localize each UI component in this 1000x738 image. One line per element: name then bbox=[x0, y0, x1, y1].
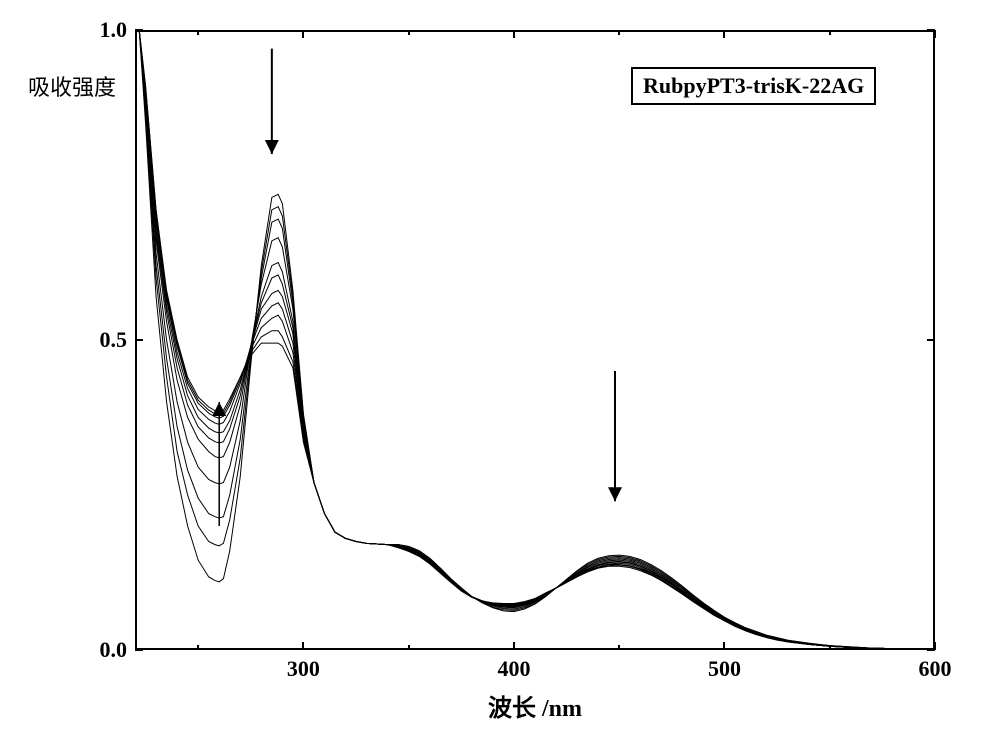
arrow-285nm-down bbox=[265, 49, 279, 154]
x-tick bbox=[723, 30, 725, 38]
figure: 吸收强度 波长 /nm RubpyPT3-trisK-22AG 30040050… bbox=[0, 0, 1000, 738]
x-tick-label: 500 bbox=[708, 656, 741, 682]
x-minor-tick bbox=[618, 30, 620, 35]
x-minor-tick bbox=[408, 30, 410, 35]
y-tick bbox=[135, 649, 143, 651]
y-tick bbox=[135, 339, 143, 341]
x-tick bbox=[513, 642, 515, 650]
x-tick bbox=[513, 30, 515, 38]
x-minor-tick bbox=[829, 30, 831, 35]
x-tick bbox=[302, 30, 304, 38]
y-tick bbox=[927, 29, 935, 31]
annotation-arrows bbox=[0, 0, 1000, 738]
x-minor-tick bbox=[197, 30, 199, 35]
y-tick-label: 1.0 bbox=[87, 17, 127, 43]
y-tick bbox=[135, 29, 143, 31]
y-tick-label: 0.5 bbox=[87, 327, 127, 353]
y-tick bbox=[927, 649, 935, 651]
x-minor-tick bbox=[618, 645, 620, 650]
y-tick bbox=[927, 339, 935, 341]
x-minor-tick bbox=[408, 645, 410, 650]
y-tick-label: 0.0 bbox=[87, 637, 127, 663]
x-minor-tick bbox=[197, 645, 199, 650]
x-tick-label: 300 bbox=[287, 656, 320, 682]
x-tick-label: 400 bbox=[497, 656, 530, 682]
x-tick bbox=[934, 30, 936, 38]
x-tick-label: 600 bbox=[919, 656, 952, 682]
x-tick bbox=[302, 642, 304, 650]
x-tick bbox=[723, 642, 725, 650]
arrow-450nm-down bbox=[608, 371, 622, 501]
x-minor-tick bbox=[829, 645, 831, 650]
arrow-260nm-up bbox=[212, 402, 226, 526]
